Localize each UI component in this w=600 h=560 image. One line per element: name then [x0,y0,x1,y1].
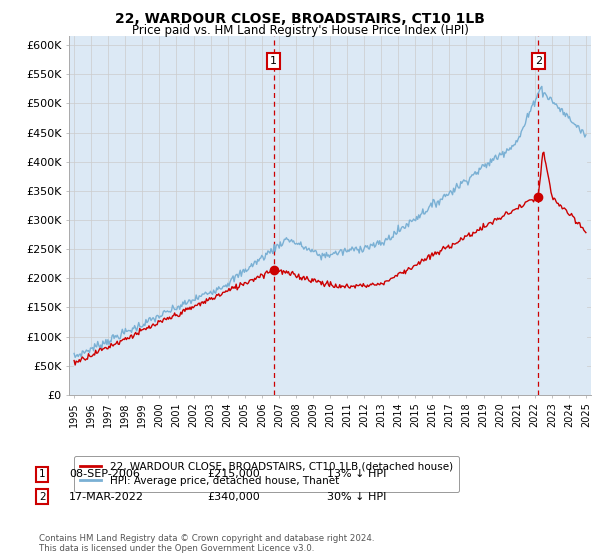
Text: 17-MAR-2022: 17-MAR-2022 [69,492,144,502]
Text: £215,000: £215,000 [207,469,260,479]
Text: 30% ↓ HPI: 30% ↓ HPI [327,492,386,502]
Text: 1: 1 [39,469,46,479]
Text: 2: 2 [39,492,46,502]
Text: 22, WARDOUR CLOSE, BROADSTAIRS, CT10 1LB: 22, WARDOUR CLOSE, BROADSTAIRS, CT10 1LB [115,12,485,26]
Legend: 22, WARDOUR CLOSE, BROADSTAIRS, CT10 1LB (detached house), HPI: Average price, d: 22, WARDOUR CLOSE, BROADSTAIRS, CT10 1LB… [74,456,459,492]
Text: £340,000: £340,000 [207,492,260,502]
Text: 13% ↓ HPI: 13% ↓ HPI [327,469,386,479]
Text: Price paid vs. HM Land Registry's House Price Index (HPI): Price paid vs. HM Land Registry's House … [131,24,469,36]
Text: Contains HM Land Registry data © Crown copyright and database right 2024.
This d: Contains HM Land Registry data © Crown c… [39,534,374,553]
Text: 08-SEP-2006: 08-SEP-2006 [69,469,140,479]
Text: 2: 2 [535,56,542,66]
Text: 1: 1 [270,56,277,66]
